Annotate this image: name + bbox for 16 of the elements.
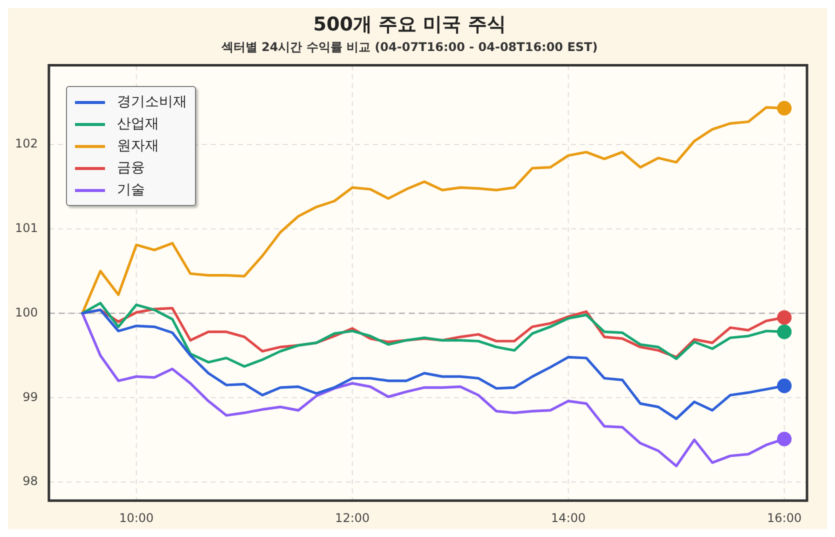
chart-title: 500개 주요 미국 주식 xyxy=(313,13,506,36)
y-tick-label: 99 xyxy=(22,390,38,404)
y-tick-label: 102 xyxy=(15,136,38,151)
x-tick-label: 12:00 xyxy=(335,510,370,525)
legend-label: 기술 xyxy=(117,181,145,199)
y-tick-label: 101 xyxy=(15,221,38,236)
legend-label: 산업재 xyxy=(117,115,159,133)
chart-subtitle: 섹터별 24시간 수익률 비교 (04-07T16:00 - 04-08T16:00 EST) xyxy=(220,40,598,54)
x-tick-label: 14:00 xyxy=(551,510,586,525)
legend-label: 금융 xyxy=(117,159,145,177)
x-tick-label: 10:00 xyxy=(119,510,154,525)
y-tick-label: 98 xyxy=(22,474,38,488)
legend-label: 경기소비재 xyxy=(117,93,187,111)
legend-label: 원자재 xyxy=(117,137,159,155)
x-tick-label: 16:00 xyxy=(767,510,802,525)
y-tick-label: 100 xyxy=(15,305,38,320)
